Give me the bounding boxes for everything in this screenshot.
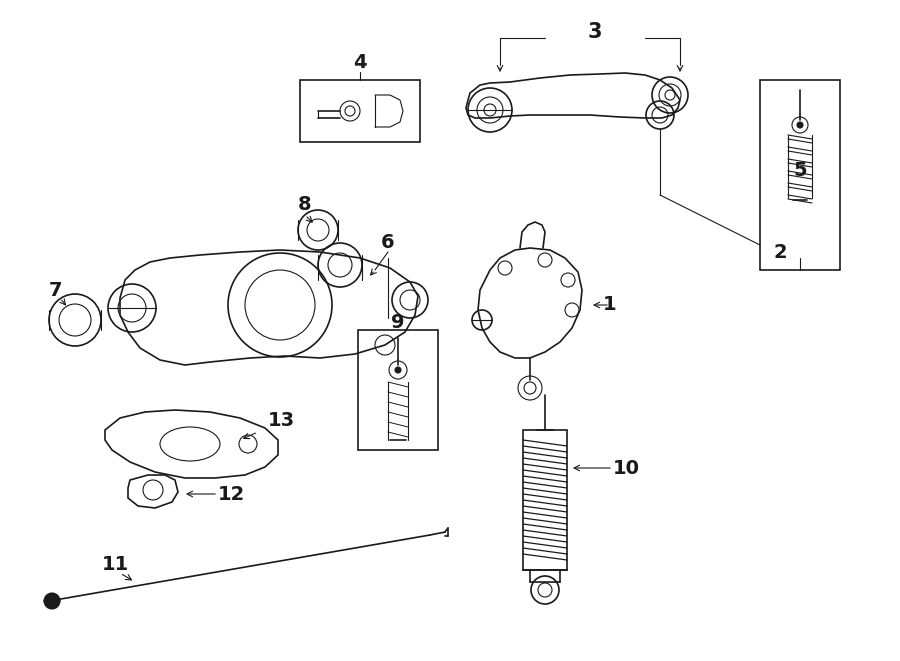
Bar (358, 330, 438, 450)
Bar (760, 80, 840, 270)
Text: 13: 13 (268, 410, 295, 430)
Circle shape (44, 593, 60, 609)
Text: 2: 2 (773, 243, 787, 262)
Bar (300, 80, 420, 142)
Circle shape (797, 122, 803, 128)
Text: 5: 5 (793, 161, 806, 180)
Text: 3: 3 (588, 22, 602, 42)
Text: 8: 8 (298, 196, 311, 215)
Text: 9: 9 (392, 313, 405, 332)
Text: 12: 12 (218, 485, 245, 504)
Text: 11: 11 (102, 555, 129, 574)
Text: 4: 4 (353, 54, 367, 73)
Text: 1: 1 (603, 295, 616, 315)
Text: 7: 7 (49, 280, 62, 299)
Bar (523, 430, 567, 570)
Text: 10: 10 (613, 459, 640, 477)
Text: 6: 6 (382, 233, 395, 251)
Circle shape (395, 367, 401, 373)
